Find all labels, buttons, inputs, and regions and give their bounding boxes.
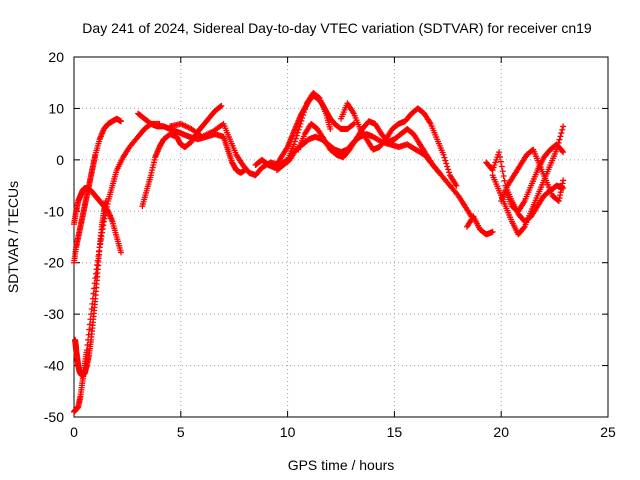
y-tick-label: 20 [48, 49, 64, 65]
data-point-interp [520, 224, 527, 231]
grid-lines [74, 57, 608, 417]
data-point-interp [85, 336, 92, 343]
x-tick-label: 5 [177, 424, 185, 440]
data-point [88, 311, 95, 318]
chart-title: Day 241 of 2024, Sidereal Day-to-day VTE… [82, 20, 592, 36]
data-marks [71, 90, 567, 415]
data-point-interp [89, 300, 96, 307]
plot-frame [73, 56, 609, 418]
data-point-interp [91, 285, 98, 292]
data-point-interp [445, 166, 452, 173]
data-point-interp [435, 168, 442, 175]
data-point-interp [87, 316, 94, 323]
data-point-interp [89, 295, 96, 302]
x-tick-label: 20 [493, 424, 509, 440]
data-point-interp [85, 331, 92, 338]
data-point-interp [86, 321, 93, 328]
data-point-interp [556, 136, 563, 143]
data-point [560, 149, 567, 156]
data-point-interp [442, 157, 449, 164]
data-point-interp [501, 177, 508, 184]
data-point-interp [88, 306, 95, 312]
data-point-interp [558, 130, 565, 137]
data-point-interp [559, 148, 566, 155]
y-tick-label: 10 [48, 100, 64, 116]
data-point [453, 182, 460, 189]
data-point-interp [498, 163, 505, 170]
data-point-interp [497, 158, 504, 165]
y-tick-label: -20 [44, 255, 64, 271]
data-point-interp [444, 163, 451, 170]
data-point-interp [217, 103, 224, 110]
data-point-interp [86, 326, 93, 333]
data-point [436, 169, 443, 176]
data-point [83, 347, 90, 354]
x-tick-label: 25 [600, 424, 616, 440]
data-point-interp [499, 168, 506, 175]
y-tick-label: 0 [56, 152, 64, 168]
data-point [117, 249, 124, 256]
axis-ticks: 0 5 10 15 20 25 -50 -40 -30 -20 -10 0 10 20 [44, 49, 616, 440]
y-axis-label: SDTVAR / TECUs [5, 181, 21, 293]
data-point [496, 149, 503, 156]
data-point-interp [441, 154, 448, 161]
data-point-interp [349, 121, 356, 128]
data-point [218, 102, 225, 109]
x-tick-label: 15 [387, 424, 403, 440]
data-point [489, 228, 496, 235]
data-point [117, 118, 124, 125]
data-point-interp [496, 153, 503, 160]
data-point [327, 126, 334, 132]
x-tick-label: 10 [280, 424, 296, 440]
y-tick-label: -50 [44, 409, 64, 425]
data-point-interp [559, 126, 566, 133]
data-point-interp [90, 290, 97, 297]
data-point [350, 120, 357, 127]
y-tick-label: -30 [44, 306, 64, 322]
y-tick-label: -10 [44, 203, 64, 219]
data-point [560, 177, 567, 184]
y-tick-label: -40 [44, 358, 64, 374]
data-point-interp [91, 280, 98, 287]
data-point-interp [557, 133, 564, 140]
data-point-interp [84, 342, 91, 348]
data-point-interp [446, 169, 453, 176]
data-point [440, 151, 447, 158]
x-tick-label: 0 [70, 424, 78, 440]
data-point-interp [443, 160, 450, 167]
data-point [560, 123, 567, 130]
x-axis-label: GPS time / hours [288, 457, 395, 473]
data-point [291, 141, 298, 148]
data-point-interp [500, 173, 507, 180]
